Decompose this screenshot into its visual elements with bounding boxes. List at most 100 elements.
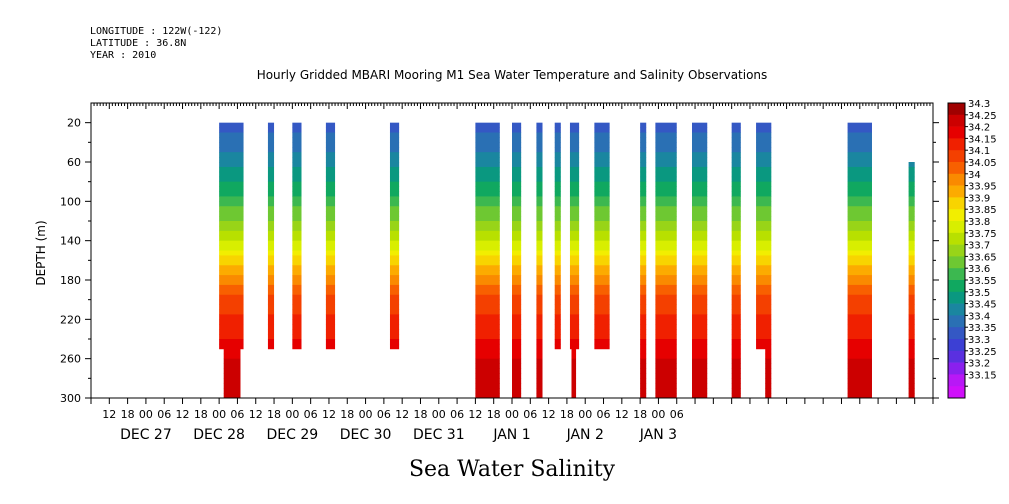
salinity-cell <box>292 206 302 212</box>
salinity-cell <box>292 191 302 197</box>
salinity-cell <box>594 127 610 133</box>
salinity-cell <box>731 319 741 325</box>
salinity-cell <box>292 304 302 310</box>
salinity-cell <box>475 211 500 217</box>
salinity-cell <box>655 176 677 183</box>
salinity-cell <box>908 250 915 256</box>
salinity-cell <box>655 388 677 394</box>
salinity-cell <box>640 353 647 360</box>
salinity-cell <box>908 260 915 266</box>
salinity-cell <box>691 176 708 183</box>
salinity-cell <box>847 378 872 384</box>
salinity-cell <box>731 176 741 183</box>
salinity-cell <box>554 289 561 296</box>
salinity-cell <box>475 388 500 394</box>
salinity-cell <box>655 319 677 325</box>
salinity-cell <box>219 211 244 217</box>
salinity-cell <box>640 373 647 379</box>
salinity-cell <box>655 329 677 335</box>
data-column <box>325 122 336 350</box>
salinity-cell <box>292 324 302 330</box>
salinity-cell <box>655 191 677 197</box>
salinity-cell <box>691 191 708 197</box>
salinity-cell <box>389 329 400 335</box>
salinity-cell <box>847 191 872 197</box>
salinity-cell <box>731 343 741 350</box>
x-tick-label: 06 <box>230 408 244 421</box>
salinity-cell <box>640 284 647 291</box>
legend-swatch <box>948 197 965 210</box>
salinity-cell <box>731 245 741 251</box>
legend-label: 33.5 <box>968 288 990 299</box>
salinity-cell <box>325 294 336 301</box>
salinity-cell <box>640 171 647 178</box>
salinity-cell <box>731 127 741 133</box>
legend-label: 33.35 <box>968 323 997 334</box>
salinity-cell <box>554 132 561 138</box>
salinity-cell <box>292 225 302 232</box>
salinity-cell <box>325 206 336 212</box>
salinity-cell <box>640 157 647 163</box>
salinity-cell <box>325 265 336 271</box>
salinity-cell <box>847 137 872 143</box>
salinity-cell <box>219 221 244 227</box>
salinity-cell <box>594 122 610 128</box>
salinity-cell <box>512 171 522 178</box>
salinity-cell <box>292 245 302 251</box>
salinity-cell <box>475 245 500 251</box>
salinity-cell <box>731 275 741 281</box>
salinity-cell <box>554 270 561 276</box>
salinity-cell <box>554 230 561 237</box>
salinity-cell <box>691 383 708 389</box>
salinity-cell <box>267 225 275 232</box>
salinity-cell <box>569 240 580 246</box>
legend-swatch <box>948 339 965 352</box>
salinity-cell <box>731 132 741 138</box>
salinity-cell <box>731 329 741 335</box>
salinity-cell <box>512 166 522 173</box>
salinity-cell <box>765 368 772 374</box>
salinity-cell <box>554 240 561 246</box>
y-axis-label: DEPTH (m) <box>34 220 48 285</box>
salinity-cell <box>219 127 244 133</box>
salinity-cell <box>908 216 915 222</box>
salinity-cell <box>569 314 580 320</box>
salinity-cell <box>691 294 708 301</box>
salinity-cell <box>219 284 244 291</box>
salinity-cell <box>731 289 741 296</box>
salinity-cell <box>691 132 708 138</box>
salinity-cell <box>325 230 336 237</box>
salinity-cell <box>219 309 244 315</box>
salinity-cell <box>847 339 872 345</box>
salinity-cell <box>536 363 543 369</box>
salinity-cell <box>908 265 915 271</box>
salinity-cell <box>655 393 677 399</box>
salinity-cell <box>267 284 275 291</box>
salinity-cell <box>267 235 275 242</box>
legend-swatch <box>948 103 965 116</box>
salinity-cell <box>594 240 610 246</box>
data-column <box>389 122 400 350</box>
salinity-cell <box>219 324 244 330</box>
salinity-cell <box>731 166 741 173</box>
salinity-cell <box>640 152 647 158</box>
salinity-cell <box>475 255 500 261</box>
salinity-cell <box>756 137 772 143</box>
salinity-cell <box>847 383 872 389</box>
salinity-cell <box>765 388 772 394</box>
salinity-cell <box>292 280 302 286</box>
salinity-cell <box>691 260 708 266</box>
salinity-cell <box>554 127 561 133</box>
data-column <box>765 348 772 399</box>
salinity-cell <box>847 284 872 291</box>
salinity-cell <box>569 289 580 296</box>
salinity-cell <box>569 299 580 305</box>
salinity-cell <box>847 260 872 266</box>
salinity-cell <box>536 294 543 301</box>
legend-swatch <box>948 291 965 304</box>
salinity-cell <box>908 358 915 364</box>
salinity-cell <box>594 270 610 276</box>
salinity-cell <box>847 275 872 281</box>
salinity-cell <box>655 358 677 364</box>
salinity-cell <box>223 363 241 369</box>
